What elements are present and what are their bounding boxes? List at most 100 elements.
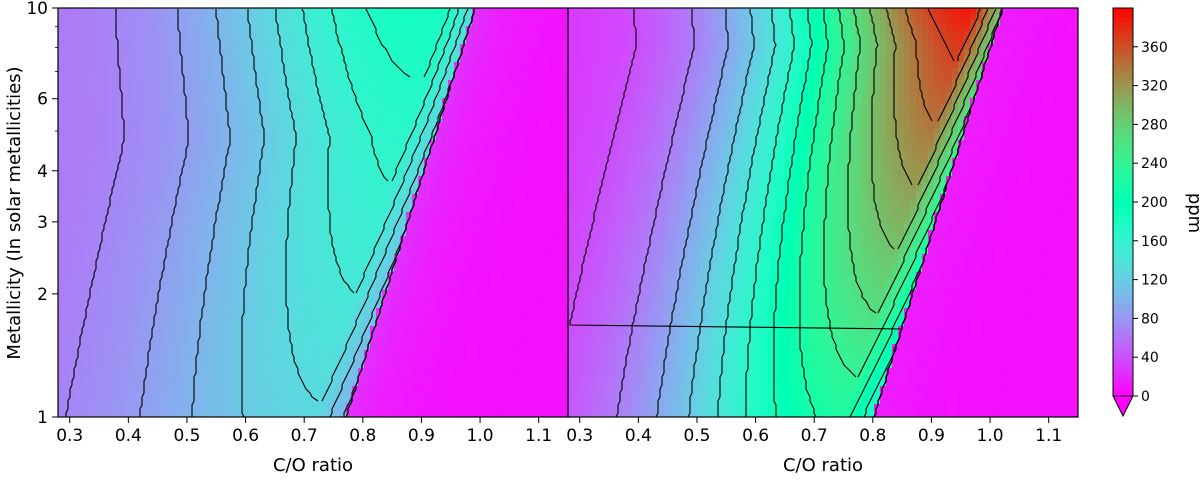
field-cell — [478, 194, 485, 201]
field-cell — [262, 218, 269, 225]
field-cell — [88, 350, 95, 357]
field-cell — [454, 80, 461, 87]
field-cell — [382, 362, 389, 369]
field-cell — [64, 296, 71, 303]
field-cell — [190, 206, 197, 213]
field-cell — [100, 62, 107, 69]
field-cell — [424, 386, 431, 393]
field-cell — [286, 356, 293, 363]
field-cell — [166, 326, 173, 333]
field-cell — [304, 182, 311, 189]
field-cell — [154, 314, 161, 321]
field-cell — [124, 296, 131, 303]
field-cell — [178, 122, 185, 129]
field-cell — [472, 194, 479, 201]
field-cell — [376, 386, 383, 393]
field-cell — [292, 122, 299, 129]
field-cell — [124, 134, 131, 141]
field-cell — [388, 218, 395, 225]
field-cell — [256, 338, 263, 345]
field-cell — [70, 194, 77, 201]
field-cell — [142, 410, 149, 417]
field-cell — [328, 254, 335, 261]
field-cell — [352, 368, 359, 375]
field-cell — [82, 86, 89, 93]
field-cell — [358, 236, 365, 243]
field-cell — [112, 308, 119, 315]
field-cell — [346, 68, 353, 75]
field-cell — [388, 398, 395, 405]
field-cell — [94, 44, 101, 51]
field-cell — [250, 332, 257, 339]
field-cell — [172, 398, 179, 405]
field-cell — [214, 158, 221, 165]
field-cell — [154, 188, 161, 195]
field-cell — [424, 14, 431, 21]
field-cell — [202, 188, 209, 195]
field-cell — [244, 290, 251, 297]
field-cell — [382, 248, 389, 255]
field-cell — [394, 338, 401, 345]
field-cell — [106, 320, 113, 327]
field-cell — [226, 194, 233, 201]
field-cell — [400, 32, 407, 39]
field-cell — [232, 284, 239, 291]
field-cell — [58, 260, 65, 267]
field-cell — [154, 122, 161, 129]
field-cell — [214, 344, 221, 351]
field-cell — [460, 218, 467, 225]
field-cell — [118, 320, 125, 327]
field-cell — [418, 326, 425, 333]
field-cell — [430, 38, 437, 45]
field-cell — [172, 14, 179, 21]
field-cell — [202, 362, 209, 369]
field-cell — [370, 194, 377, 201]
field-cell — [160, 392, 167, 399]
field-cell — [94, 356, 101, 363]
field-cell — [304, 218, 311, 225]
field-cell — [292, 62, 299, 69]
field-cell — [286, 272, 293, 279]
field-cell — [250, 254, 257, 261]
field-cell — [478, 68, 485, 75]
field-cell — [88, 332, 95, 339]
field-cell — [448, 338, 455, 345]
field-cell — [382, 74, 389, 81]
field-cell — [376, 308, 383, 315]
field-cell — [346, 176, 353, 183]
field-cell — [286, 326, 293, 333]
field-cell — [136, 146, 143, 153]
field-cell — [70, 80, 77, 87]
field-cell — [244, 380, 251, 387]
field-cell — [454, 284, 461, 291]
field-cell — [190, 170, 197, 177]
field-cell — [424, 242, 431, 249]
field-cell — [190, 194, 197, 201]
field-cell — [472, 260, 479, 267]
field-cell — [304, 68, 311, 75]
field-cell — [178, 410, 185, 417]
field-cell — [388, 194, 395, 201]
field-cell — [100, 314, 107, 321]
field-cell — [88, 56, 95, 63]
field-cell — [376, 320, 383, 327]
field-cell — [412, 56, 419, 63]
field-cell — [214, 272, 221, 279]
field-cell — [454, 8, 461, 15]
field-cell — [106, 206, 113, 213]
field-cell — [478, 374, 485, 381]
field-cell — [310, 8, 317, 15]
field-cell — [160, 320, 167, 327]
field-cell — [370, 224, 377, 231]
field-cell — [178, 176, 185, 183]
field-cell — [388, 50, 395, 57]
field-cell — [292, 266, 299, 273]
field-cell — [76, 116, 83, 123]
field-cell — [400, 38, 407, 45]
field-cell — [76, 314, 83, 321]
field-cell — [58, 44, 65, 51]
field-cell — [316, 314, 323, 321]
field-cell — [346, 110, 353, 117]
field-cell — [82, 380, 89, 387]
field-cell — [292, 140, 299, 147]
